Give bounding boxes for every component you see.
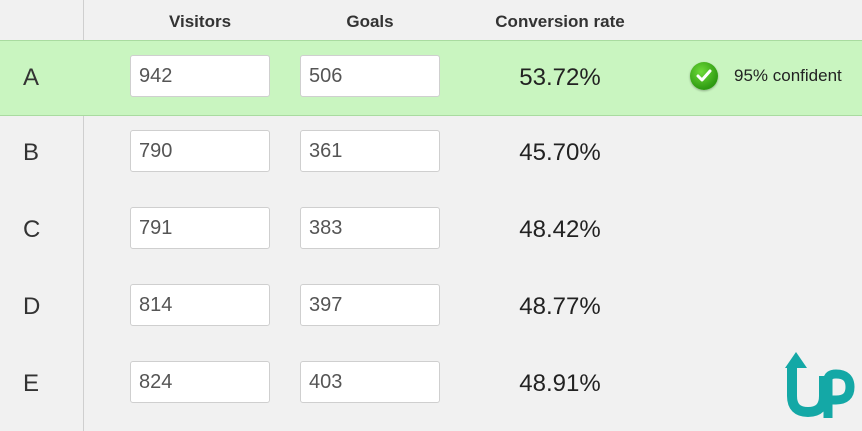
visitors-input[interactable]	[130, 361, 270, 403]
goals-input[interactable]	[300, 130, 440, 172]
goals-input[interactable]	[300, 55, 440, 97]
visitors-input[interactable]	[130, 130, 270, 172]
up-arrow-logo-icon	[784, 350, 856, 420]
goals-column-header: Goals	[346, 12, 394, 31]
conversion-rate: 45.70%	[519, 139, 601, 166]
conversion-rate: 53.72%	[519, 64, 601, 91]
table-row-e: E 48.91%	[0, 347, 862, 423]
row-label: A	[23, 64, 40, 91]
visitors-input[interactable]	[130, 55, 270, 97]
table-header: Visitors Goals Conversion rate	[0, 0, 862, 40]
conversion-rate: 48.77%	[519, 293, 601, 320]
table-row-b: B 45.70%	[0, 116, 862, 192]
goals-input[interactable]	[300, 284, 440, 326]
row-label-divider	[83, 0, 84, 431]
conversion-rate-column-header: Conversion rate	[495, 12, 625, 31]
table-row-c: C 48.42%	[0, 193, 862, 269]
visitors-input[interactable]	[130, 284, 270, 326]
check-circle-icon	[690, 62, 718, 90]
conversion-rate: 48.42%	[519, 216, 601, 243]
row-label: C	[23, 216, 41, 243]
confidence-text: 95% confident	[734, 66, 842, 85]
row-label: D	[23, 293, 41, 320]
goals-input[interactable]	[300, 207, 440, 249]
visitors-column-header: Visitors	[168, 12, 232, 31]
conversion-rate: 48.91%	[519, 370, 601, 397]
row-label: E	[23, 370, 40, 397]
goals-input[interactable]	[300, 361, 440, 403]
visitors-input[interactable]	[130, 207, 270, 249]
table-row-a: A 53.72% 95% confident	[0, 40, 862, 116]
confidence-indicator: 95% confident	[690, 61, 842, 91]
row-label: B	[23, 139, 40, 166]
table-row-d: D 48.77%	[0, 270, 862, 346]
